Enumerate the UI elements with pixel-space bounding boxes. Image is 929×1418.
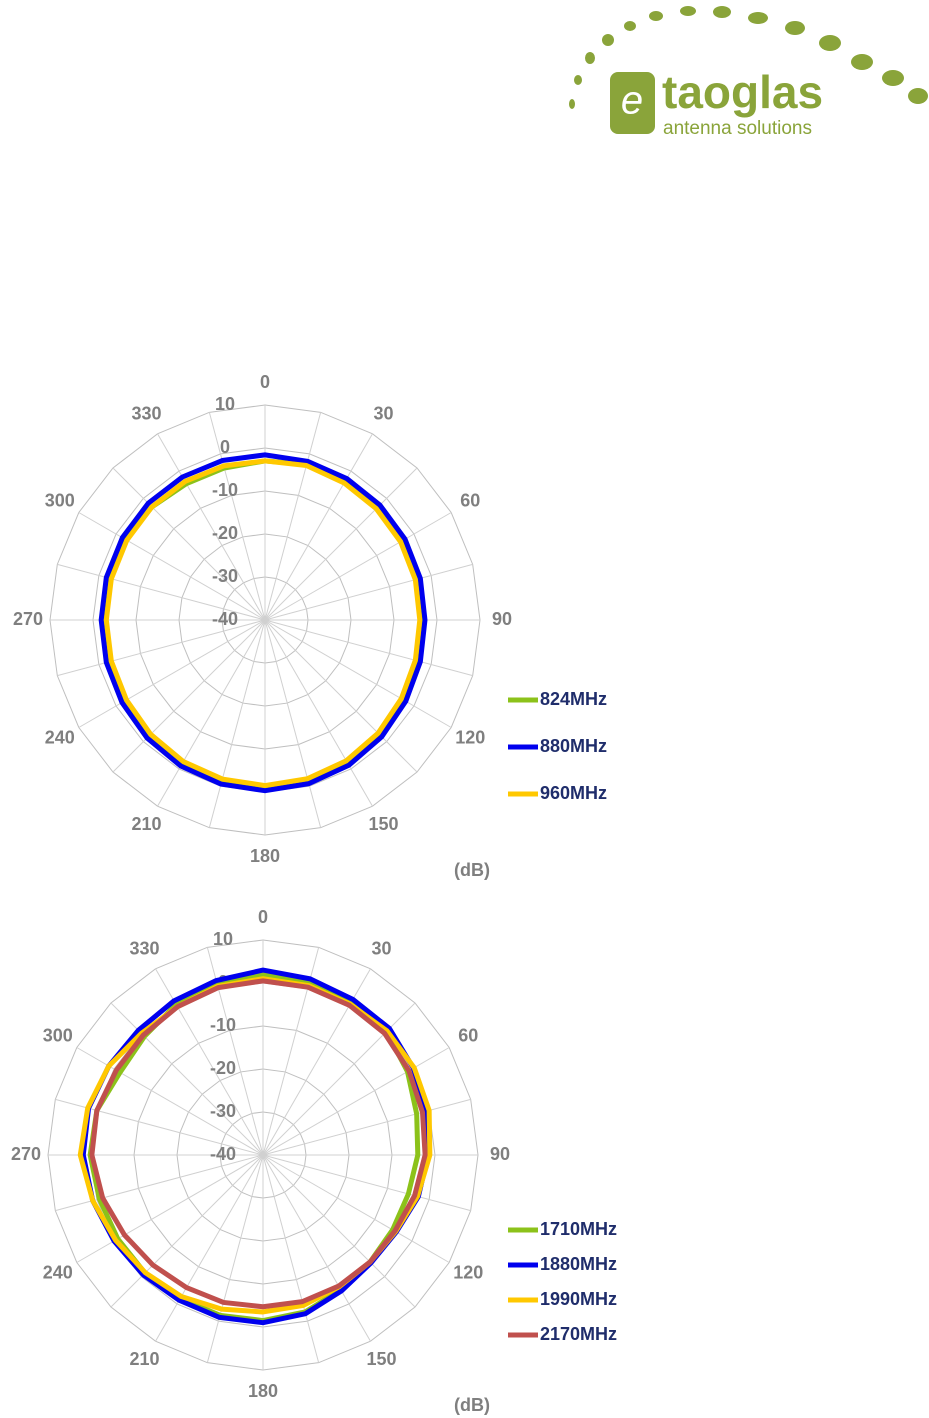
angle-tick-label: 150 bbox=[366, 1349, 396, 1369]
r-tick-label: -20 bbox=[212, 523, 238, 543]
angle-tick-label: 30 bbox=[371, 939, 391, 959]
logo: e taoglas antenna solutions bbox=[569, 6, 928, 139]
grid-spoke bbox=[262, 1154, 450, 1263]
angle-tick-label: 330 bbox=[131, 404, 161, 424]
r-tick-label: -20 bbox=[210, 1058, 236, 1078]
logo-icon: e bbox=[621, 79, 643, 123]
r-tick-label: 0 bbox=[220, 437, 230, 457]
grid-spoke bbox=[76, 1154, 264, 1263]
grid-spoke bbox=[110, 1154, 264, 1308]
grid-spoke bbox=[262, 968, 371, 1156]
angle-tick-label: 150 bbox=[368, 814, 398, 834]
angle-tick-label: 60 bbox=[460, 490, 480, 510]
grid-spoke bbox=[208, 412, 266, 621]
angle-tick-label: 0 bbox=[258, 907, 268, 927]
r-tick-label: -10 bbox=[210, 1015, 236, 1035]
grid-spoke bbox=[264, 619, 322, 828]
legend-label: 824MHz bbox=[540, 689, 607, 709]
angle-tick-label: 90 bbox=[490, 1144, 510, 1164]
pattern-line bbox=[77, 976, 433, 1315]
r-tick-label: -30 bbox=[212, 566, 238, 586]
legend-label: 1710MHz bbox=[540, 1219, 617, 1239]
pattern-line bbox=[103, 458, 423, 789]
angle-tick-label: 300 bbox=[45, 490, 75, 510]
grid-spoke bbox=[264, 619, 373, 807]
grid-spoke bbox=[57, 563, 266, 621]
legend-label: 960MHz bbox=[540, 783, 607, 803]
grid-spoke bbox=[112, 467, 266, 621]
angle-tick-label: 210 bbox=[131, 814, 161, 834]
angle-tick-label: 120 bbox=[453, 1262, 483, 1282]
angle-tick-label: 240 bbox=[45, 727, 75, 747]
r-unit-label: (dB) bbox=[454, 860, 490, 880]
grid-spoke bbox=[78, 619, 266, 728]
r-tick-label: 10 bbox=[213, 929, 233, 949]
angle-tick-label: 90 bbox=[492, 609, 512, 629]
angle-tick-label: 270 bbox=[11, 1144, 41, 1164]
grid-spoke bbox=[262, 1154, 416, 1308]
grid-spoke bbox=[155, 1154, 264, 1342]
angle-tick-label: 180 bbox=[250, 846, 280, 866]
logo-arc bbox=[569, 6, 928, 109]
grid-spoke bbox=[157, 433, 266, 621]
legend-label: 1880MHz bbox=[540, 1254, 617, 1274]
grid-spoke bbox=[78, 512, 266, 621]
grid-spoke bbox=[262, 1098, 471, 1156]
r-tick-label: -30 bbox=[210, 1101, 236, 1121]
logo-name: taoglas bbox=[662, 66, 823, 118]
logo-tagline: antenna solutions bbox=[663, 118, 812, 139]
grid-spoke bbox=[262, 1002, 416, 1156]
grid-spoke bbox=[57, 619, 266, 677]
angle-tick-label: 30 bbox=[373, 404, 393, 424]
legend-label: 1990MHz bbox=[540, 1289, 617, 1309]
grid-spoke bbox=[208, 619, 266, 828]
r-tick-label: 10 bbox=[215, 394, 235, 414]
grid-spoke bbox=[264, 619, 473, 677]
r-tick-label: -40 bbox=[212, 609, 238, 629]
grid-spoke bbox=[264, 619, 452, 728]
angle-tick-label: 330 bbox=[129, 939, 159, 959]
grid-spoke bbox=[262, 1154, 371, 1342]
grid-spoke bbox=[264, 412, 322, 621]
grid-spoke bbox=[264, 619, 418, 773]
pattern-line bbox=[89, 978, 428, 1310]
pattern-line bbox=[98, 452, 428, 794]
grid-spoke bbox=[110, 1002, 264, 1156]
grid-spoke bbox=[112, 619, 266, 773]
grid-spoke bbox=[262, 1154, 320, 1363]
angle-tick-label: 0 bbox=[260, 372, 270, 392]
grid-spoke bbox=[55, 1154, 264, 1212]
legend-label: 2170MHz bbox=[540, 1324, 617, 1344]
grid-spoke bbox=[262, 1154, 471, 1212]
angle-tick-label: 270 bbox=[13, 609, 43, 629]
angle-tick-label: 120 bbox=[455, 727, 485, 747]
logo-badge bbox=[610, 72, 655, 134]
angle-tick-label: 180 bbox=[248, 1381, 278, 1401]
angle-tick-label: 240 bbox=[43, 1262, 73, 1282]
grid-spoke bbox=[262, 1047, 450, 1156]
angle-tick-label: 300 bbox=[43, 1025, 73, 1045]
legend-label: 880MHz bbox=[540, 736, 607, 756]
r-tick-label: -40 bbox=[210, 1144, 236, 1164]
r-unit-label: (dB) bbox=[454, 1395, 490, 1415]
grid-spoke bbox=[157, 619, 266, 807]
angle-tick-label: 210 bbox=[129, 1349, 159, 1369]
angle-tick-label: 60 bbox=[458, 1025, 478, 1045]
grid-spoke bbox=[264, 433, 373, 621]
grid-spoke bbox=[264, 467, 418, 621]
r-tick-label: -10 bbox=[212, 480, 238, 500]
grid-spoke bbox=[264, 563, 473, 621]
grid-spoke bbox=[206, 1154, 264, 1363]
grid-spoke bbox=[264, 512, 452, 621]
